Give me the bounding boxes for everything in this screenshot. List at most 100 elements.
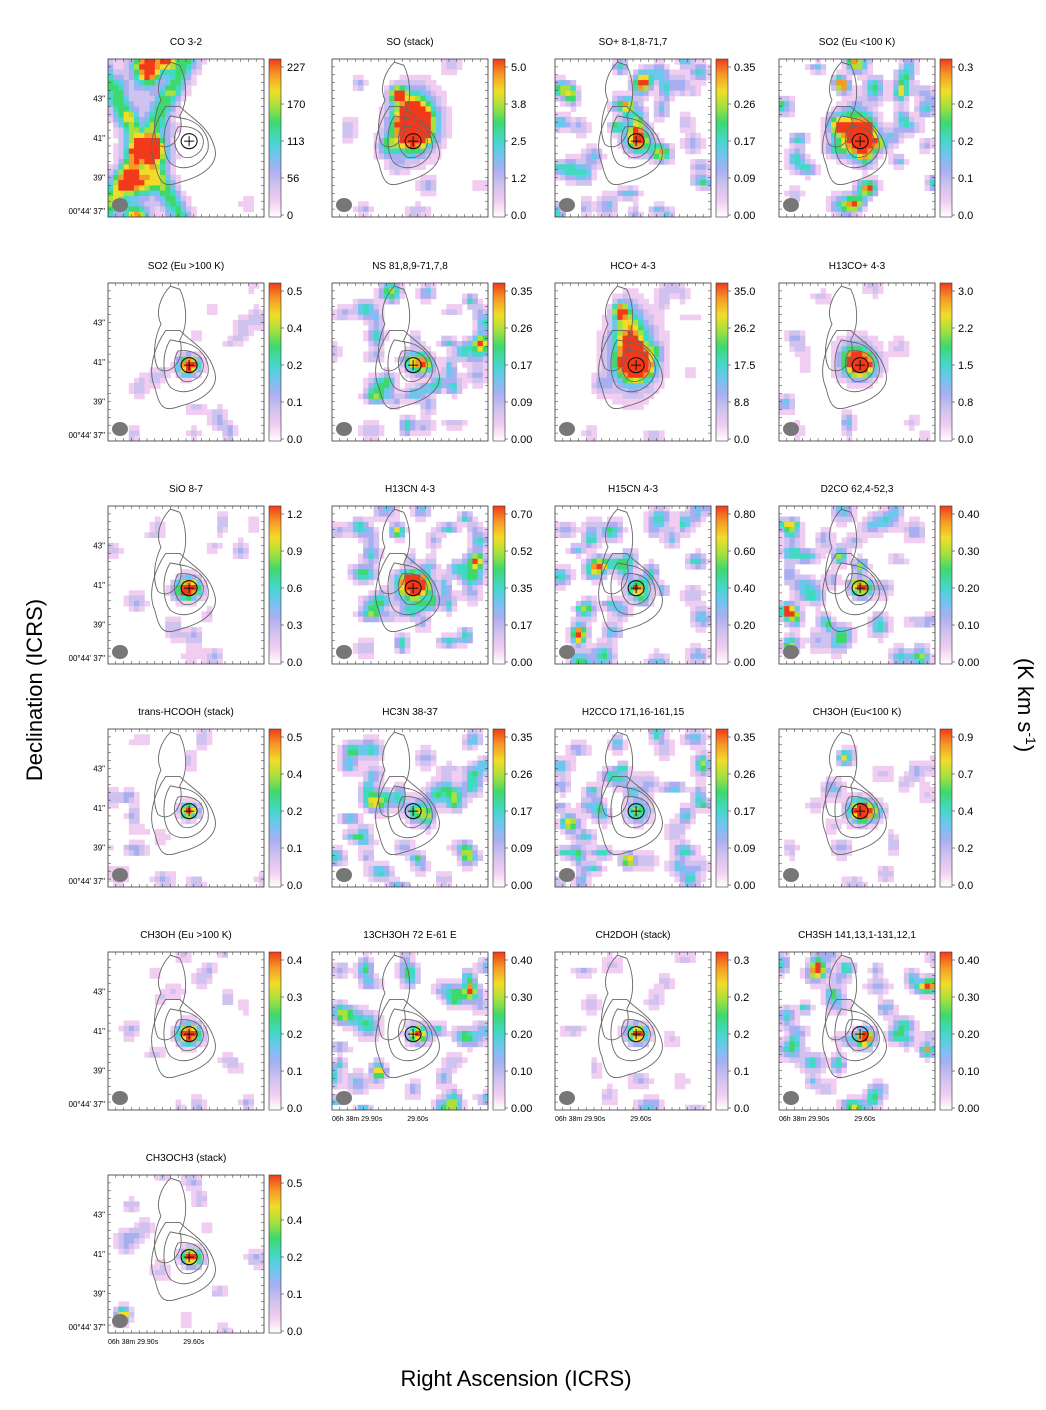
map-pixel [627,74,634,81]
map-pixel [358,314,364,321]
map-pixel [909,90,915,97]
map-pixel [410,127,416,134]
map-pixel [446,606,452,612]
map-pixel [789,143,795,149]
map-pixel [352,569,359,575]
map-pixel [846,80,853,86]
map-pixel [799,132,806,139]
map-pixel [565,532,571,538]
map-pixel [679,74,686,81]
map-pixel [165,174,171,181]
map-pixel [575,616,582,623]
map-pixel [851,377,858,384]
map-pixel [186,59,192,65]
map-pixel [134,132,140,139]
map-pixel [867,59,873,65]
map-pixel [467,511,473,517]
map-pixel [472,367,478,373]
map-pixel [441,595,447,602]
map-pixel [451,304,458,310]
map-pixel [903,74,910,81]
map-pixel [446,611,452,617]
map-pixel [467,293,473,300]
map-pixel [565,574,571,581]
map-pixel [919,138,925,144]
map-pixel [446,106,452,113]
map-pixel [653,90,660,97]
map-pixel [482,330,488,337]
map-pixel [565,548,571,554]
map-pixel [581,127,587,134]
map-pixel [653,201,660,207]
map-pixel [477,548,484,554]
map-pixel [430,293,437,300]
map-pixel [154,195,161,202]
map-pixel [196,590,202,596]
map-pixel [638,388,644,394]
map-pixel [352,314,359,321]
map-pixel [862,335,868,342]
map-pixel [352,298,359,305]
map-pixel [232,340,239,347]
map-pixel [389,127,395,134]
map-pixel [477,309,484,315]
map-pixel [217,542,223,549]
map-pixel [123,164,130,170]
map-pixel [118,127,124,134]
map-pixel [363,637,369,644]
map-pixel [425,122,432,128]
map-pixel [160,74,166,81]
map-pixel [877,101,884,107]
map-pixel [462,383,468,389]
map-pixel [622,356,629,363]
map-pixel [196,642,202,649]
map-pixel [612,64,618,70]
map-pixel [805,132,811,139]
map-pixel [570,95,577,102]
map-pixel [612,537,618,544]
map-pixel [363,606,369,612]
map-pixel [872,106,879,113]
map-pixel [893,527,899,533]
map-pixel [570,542,577,549]
map-pixel [154,153,161,160]
map-pixel [139,211,145,217]
map-pixel [841,362,847,368]
map-pixel [123,143,130,149]
map-pixel [154,532,161,538]
map-pixel [467,579,473,586]
map-pixel [612,362,618,368]
map-pixel [575,169,582,176]
map-pixel [368,340,374,347]
map-pixel [232,425,239,431]
map-pixel [420,398,426,405]
map-pixel [653,148,660,155]
map-pixel [601,621,608,628]
map-pixel [575,632,582,639]
map-pixel [565,632,571,639]
map-pixel [425,569,432,575]
map-pixel [128,138,135,144]
map-pixel [664,148,670,155]
map-pixel [581,122,587,128]
map-pixel [477,542,484,549]
map-pixel [139,201,145,207]
map-pixel [123,190,130,197]
map-pixel [368,377,374,384]
map-pixel [399,132,406,139]
map-pixel [144,383,150,389]
map-pixel [638,372,644,379]
map-pixel [373,435,380,441]
map-pixel [857,346,863,352]
map-pixel [591,521,597,528]
map-pixel [446,351,452,358]
map-pixel [779,537,785,544]
map-pixel [591,548,597,554]
map-pixel [363,377,369,384]
map-pixel [705,180,711,186]
map-pixel [846,383,853,389]
map-pixel [441,388,447,394]
map-pixel [430,111,437,118]
map-pixel [570,164,577,170]
map-pixel [332,314,338,321]
